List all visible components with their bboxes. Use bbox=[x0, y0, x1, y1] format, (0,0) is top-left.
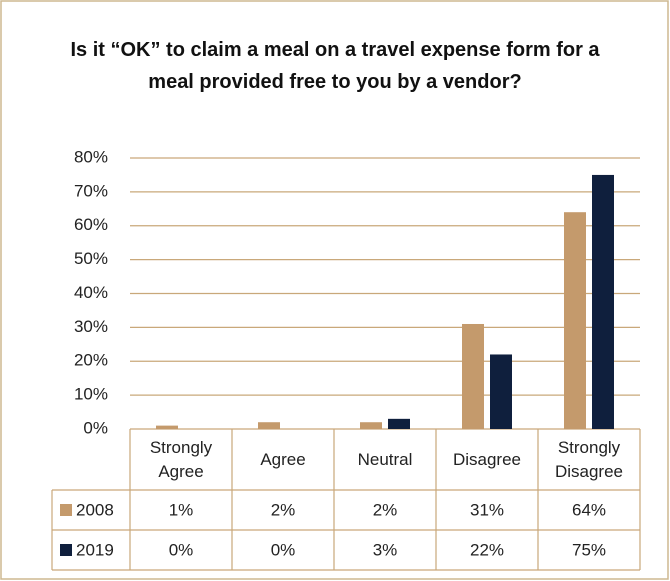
y-tick-label: 20% bbox=[74, 351, 108, 370]
bar bbox=[388, 418, 410, 429]
legend-label: 2008 bbox=[76, 500, 114, 519]
y-tick-label: 10% bbox=[74, 385, 108, 404]
data-label: 64% bbox=[572, 500, 606, 519]
data-label: 2% bbox=[271, 500, 296, 519]
bar bbox=[462, 323, 484, 429]
legend-swatch bbox=[60, 504, 72, 516]
bar bbox=[360, 422, 382, 429]
x-tick-label: Disagree bbox=[452, 449, 522, 469]
y-tick-label: 70% bbox=[74, 181, 108, 200]
data-label: 3% bbox=[373, 540, 398, 559]
x-tick-label: Strongly Disagree bbox=[554, 437, 624, 481]
data-label: 0% bbox=[169, 540, 194, 559]
data-label: 2% bbox=[373, 500, 398, 519]
bar bbox=[592, 174, 614, 429]
y-tick-label: 40% bbox=[74, 283, 108, 302]
x-tick-label: Neutral bbox=[357, 449, 413, 469]
legend-label: 2019 bbox=[76, 540, 114, 559]
y-tick-label: 80% bbox=[74, 147, 108, 166]
data-label: 75% bbox=[572, 540, 606, 559]
data-label: 31% bbox=[470, 500, 504, 519]
y-tick-label: 60% bbox=[74, 215, 108, 234]
x-tick-label: Agree bbox=[260, 449, 306, 469]
x-tick-label: Strongly Agree bbox=[149, 437, 213, 481]
bar bbox=[564, 212, 586, 429]
bar bbox=[258, 422, 280, 429]
bar bbox=[156, 425, 178, 429]
data-label: 1% bbox=[169, 500, 194, 519]
legend-swatch bbox=[60, 544, 72, 556]
chart-title: Is it “OK” to claim a meal on a travel e… bbox=[70, 39, 600, 93]
bar bbox=[490, 354, 512, 429]
y-tick-label: 30% bbox=[74, 317, 108, 336]
y-tick-label: 50% bbox=[74, 249, 108, 268]
data-label: 22% bbox=[470, 540, 504, 559]
y-tick-label: 0% bbox=[83, 418, 108, 437]
data-label: 0% bbox=[271, 540, 296, 559]
